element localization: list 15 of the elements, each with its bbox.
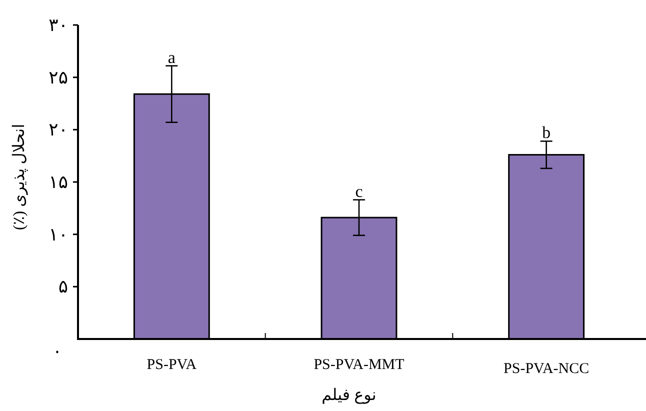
y-tick-label: ۱۰ <box>48 224 68 244</box>
x-tick-label: PS-PVA-NCC <box>504 361 590 377</box>
annotation: b <box>542 123 551 142</box>
y-tick-label: ۵ <box>58 276 68 297</box>
x-tick-label: PS-PVA <box>146 357 197 373</box>
annotation: a <box>168 48 176 67</box>
y-tick-label: ۰ <box>52 341 62 361</box>
y-axis-title: انحلال پذیری (٪) <box>11 124 28 230</box>
x-tick-label: PS-PVA-MMT <box>314 357 404 373</box>
x-axis-title: نوع فیلم <box>322 387 376 404</box>
y-tick-label: ۱۵ <box>48 172 68 192</box>
y-tick-label: ۳۰ <box>48 15 68 35</box>
y-tick-label: ۲۰ <box>48 120 68 140</box>
annotation: c <box>355 182 364 201</box>
y-tick-label: ۲۵ <box>48 67 68 88</box>
